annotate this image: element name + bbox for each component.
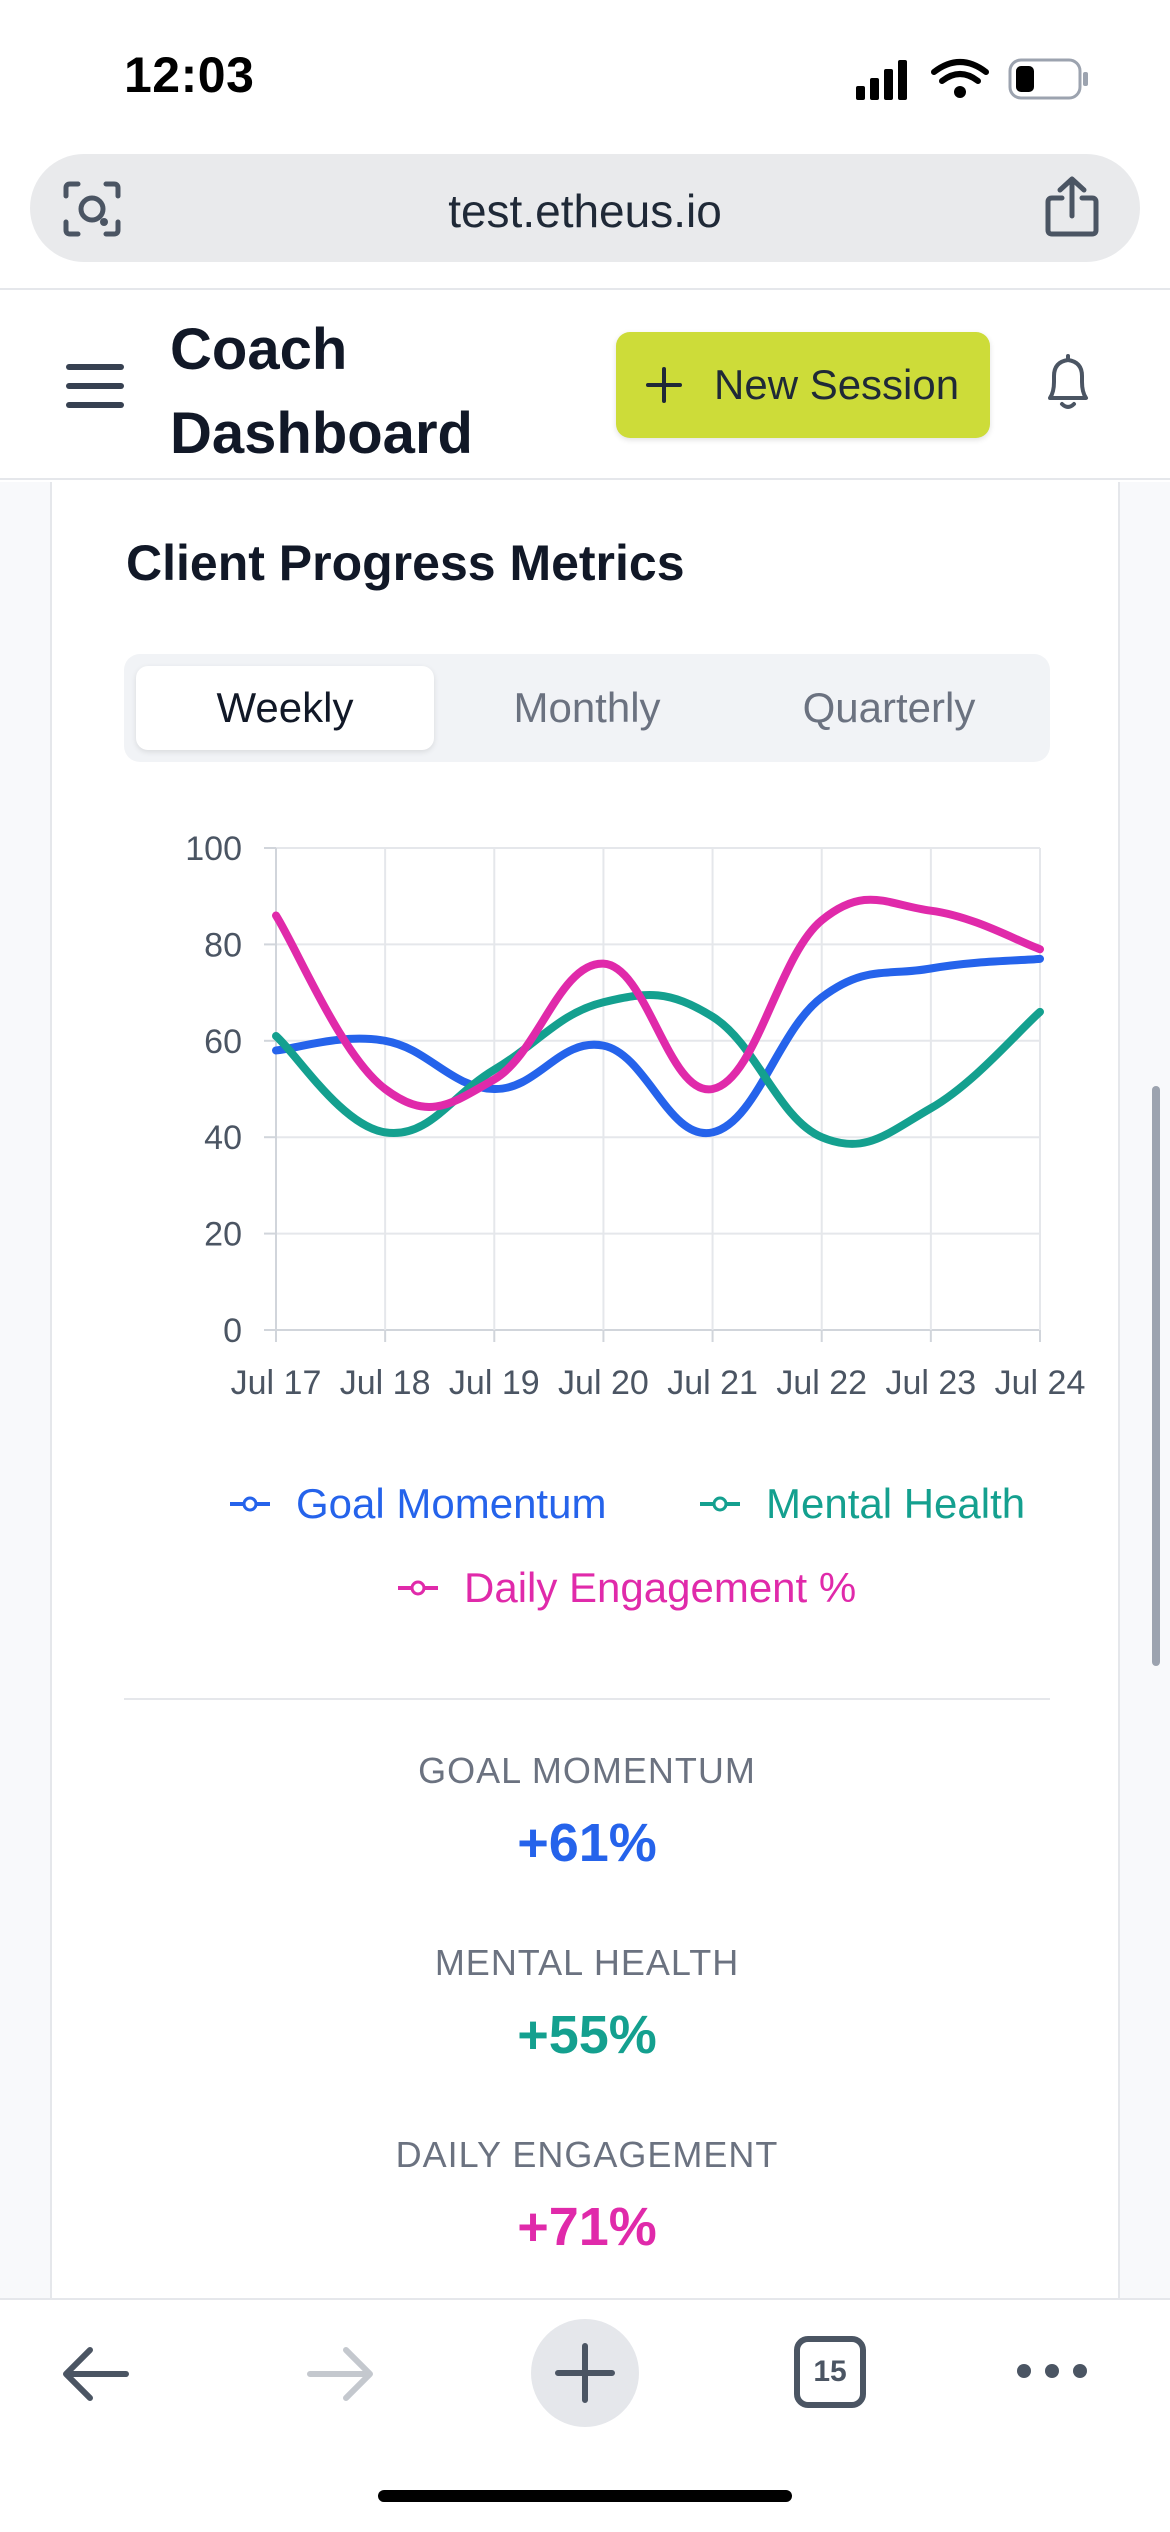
client-progress-card: Client Progress Metrics Weekly Monthly Q… (50, 482, 1120, 2298)
legend-mental-health[interactable]: Mental Health (700, 1480, 1025, 1528)
period-tabs: Weekly Monthly Quarterly (124, 654, 1050, 762)
home-indicator (378, 2490, 792, 2502)
forward-arrow-icon[interactable] (302, 2336, 378, 2412)
divider (124, 1698, 1050, 1700)
legend-marker-icon (700, 1496, 740, 1512)
legend-daily-engagement[interactable]: Daily Engagement % (398, 1564, 856, 1612)
stat-value-goal-momentum: +61% (517, 1813, 657, 1873)
progress-line-chart: 0 20 40 60 80 100 Jul 17 Jul 18 Jul 19 Jul 20 Jul … (185, 832, 1086, 1402)
y-tick-label: 100 (185, 832, 242, 868)
tab-weekly[interactable]: Weekly (136, 666, 434, 750)
stat-label-daily-engagement: DAILY ENGAGEMENT (395, 2134, 779, 2175)
status-bar: 12:03 (0, 0, 1170, 150)
more-options-icon[interactable] (1014, 2356, 1090, 2386)
page-title: Coach Dashboard (170, 317, 473, 466)
series-line-goal-momentum (272, 954, 1044, 1138)
tab-quarterly[interactable]: Quarterly (802, 684, 976, 731)
battery-icon (1008, 58, 1088, 100)
x-tick-label: Jul 18 (340, 1364, 431, 1402)
y-tick-label: 0 (223, 1312, 242, 1350)
chart-legend: Goal Momentum Mental Health Daily Engage… (124, 1480, 1050, 1640)
bell-icon[interactable] (1040, 352, 1096, 416)
tab-monthly[interactable]: Monthly (513, 684, 661, 731)
wifi-icon (931, 59, 989, 84)
legend-marker-icon (398, 1580, 438, 1596)
new-tab-plus-icon[interactable] (530, 2318, 640, 2428)
y-tick-label: 40 (204, 1119, 242, 1157)
stat-value-mental-health: +55% (517, 2005, 657, 2065)
new-session-button[interactable]: New Session (616, 332, 990, 438)
series-line-mental-health (272, 991, 1044, 1148)
legend-marker-icon (230, 1496, 270, 1512)
legend-label: Goal Momentum (296, 1480, 607, 1527)
x-tick-label: Jul 23 (885, 1364, 976, 1402)
x-tick-label: Jul 22 (776, 1364, 867, 1402)
x-tick-label: Jul 20 (558, 1364, 649, 1402)
stat-label-mental-health: MENTAL HEALTH (434, 1942, 740, 1983)
y-tick-label: 20 (204, 1216, 242, 1254)
legend-label: Daily Engagement % (464, 1564, 857, 1611)
stat-label-goal-momentum: GOAL MOMENTUM (418, 1750, 756, 1791)
stat-value-daily-engagement: +71% (517, 2197, 657, 2257)
scrollbar[interactable] (1152, 1086, 1160, 1666)
x-tick-label: Jul 24 (995, 1364, 1086, 1402)
series-line-daily-engagement (272, 895, 1044, 1111)
lens-icon[interactable] (62, 180, 122, 238)
status-icons (856, 58, 1088, 100)
y-tick-label: 60 (204, 1023, 242, 1061)
x-tick-label: Jul 19 (449, 1364, 540, 1402)
address-bar[interactable]: test.etheus.io (30, 154, 1140, 262)
browser-address-area: test.etheus.io (0, 150, 1170, 290)
legend-goal-momentum[interactable]: Goal Momentum (230, 1480, 606, 1528)
y-tick-label: 80 (204, 926, 242, 964)
back-arrow-icon[interactable] (58, 2336, 134, 2412)
x-tick-label: Jul 17 (231, 1364, 322, 1402)
menu-icon[interactable] (66, 362, 124, 410)
url-text[interactable]: test.etheus.io (448, 185, 722, 237)
plus-icon (646, 367, 682, 403)
legend-label: Mental Health (766, 1480, 1026, 1527)
tab-count-button[interactable]: 15 (794, 2336, 866, 2408)
x-tick-label: Jul 21 (667, 1364, 758, 1402)
new-session-label: New Session (714, 361, 960, 408)
signal-icon (856, 60, 907, 100)
status-time: 12:03 (124, 47, 255, 103)
share-icon[interactable] (1044, 176, 1100, 238)
card-title: Client Progress Metrics (126, 535, 685, 591)
app-header: Coach Dashboard New Session (0, 292, 1170, 480)
